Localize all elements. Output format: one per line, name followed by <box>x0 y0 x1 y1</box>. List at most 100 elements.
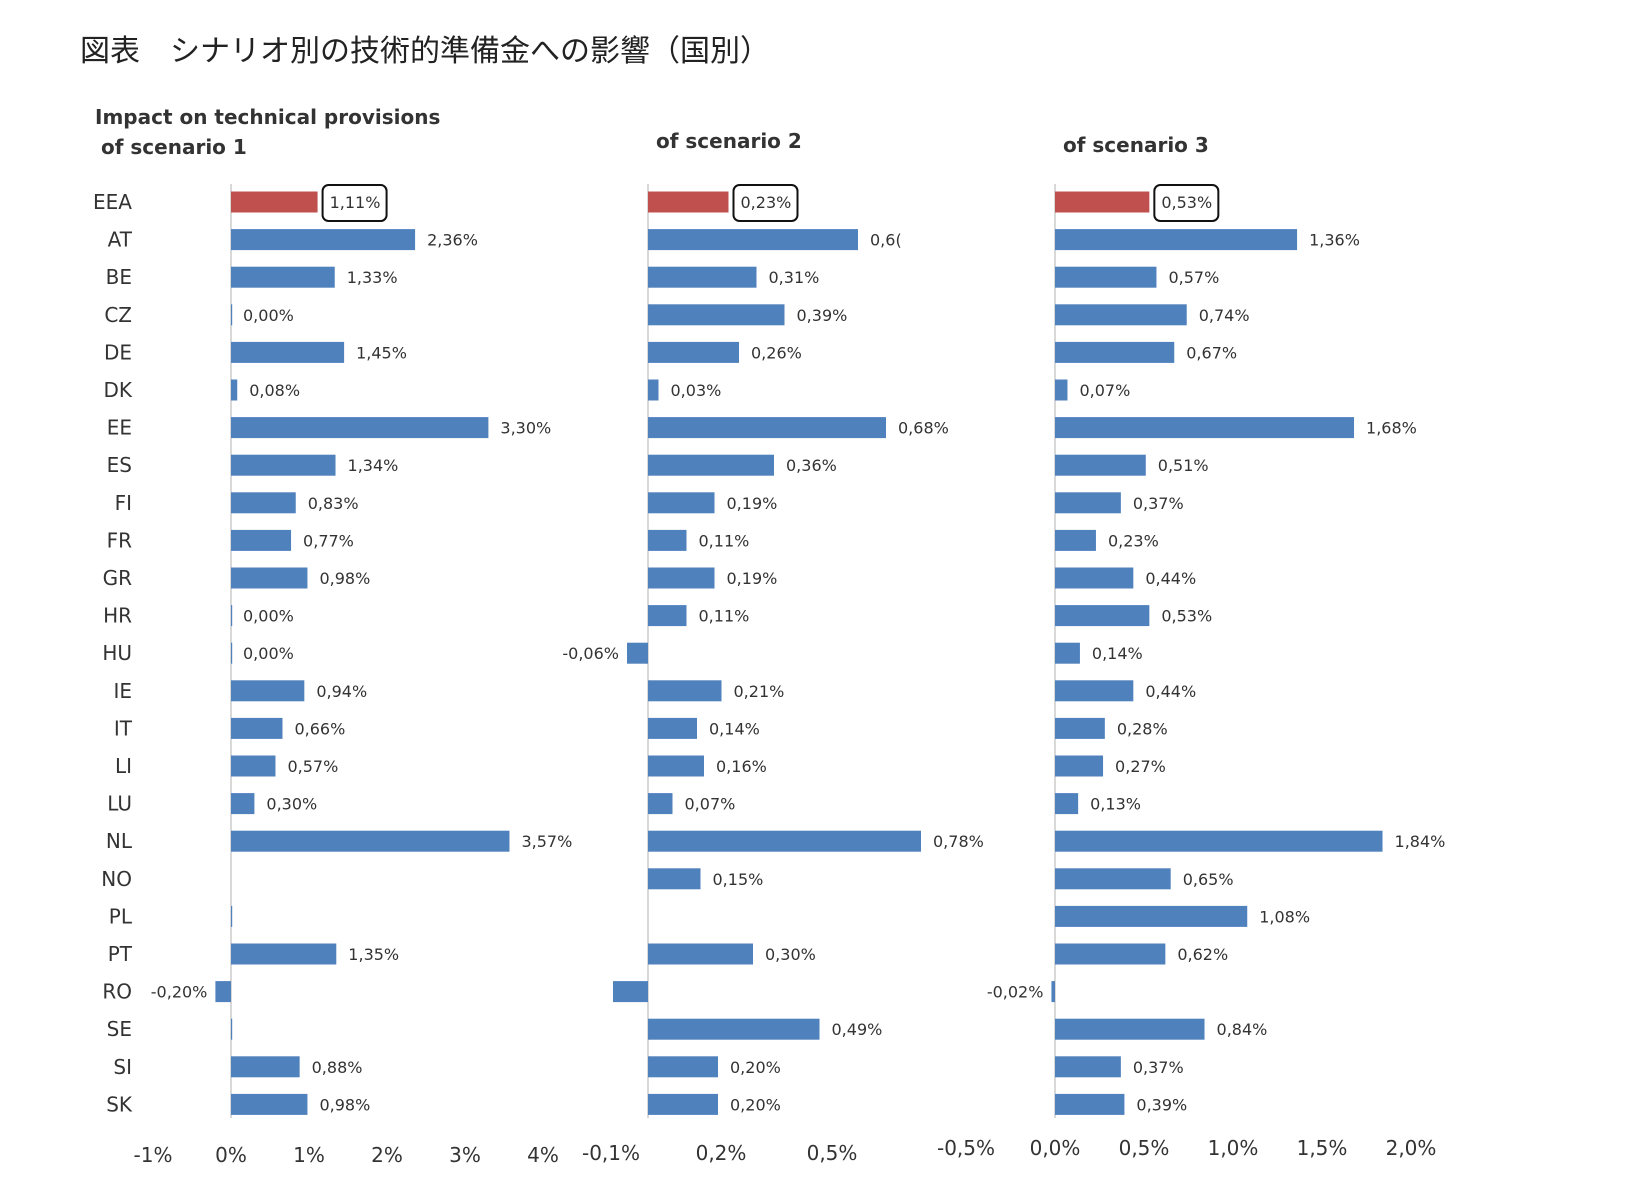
chart-2-value-label: 0,03% <box>671 381 722 400</box>
chart-1-bar <box>231 492 296 514</box>
chart-2-bar <box>648 1018 820 1040</box>
chart-1-bar <box>231 717 283 739</box>
chart-3-bar <box>1055 755 1104 777</box>
chart-1-category-label: PT <box>108 942 133 966</box>
chart-1-title: Impact on technical provisions of scenar… <box>95 102 440 162</box>
chart-2-bar <box>648 567 715 589</box>
chart-1-x-tick-label: 2% <box>371 1143 403 1167</box>
chart-1-category-label: PL <box>109 904 133 928</box>
chart-2-bar <box>627 642 648 664</box>
chart-3-x-tick-label: 1,0% <box>1208 1136 1259 1160</box>
chart-2-bar <box>648 680 722 702</box>
chart-3-bar <box>1055 567 1134 589</box>
chart-2-highlight-box <box>732 184 799 222</box>
chart-3-value-label: 0,28% <box>1117 719 1168 738</box>
chart-1-category-label: HU <box>102 641 132 665</box>
chart-1-bar <box>231 755 276 777</box>
chart-3-value-label: 1,68% <box>1366 419 1417 438</box>
page-title: 図表 シナリオ別の技術的準備金への影響（国別） <box>80 34 770 69</box>
chart-1-x-tick-label: 3% <box>449 1143 481 1167</box>
chart-2-bar <box>648 229 858 251</box>
chart-2-bar <box>648 379 659 401</box>
chart-1-value-label: 0,00% <box>243 644 294 663</box>
chart-3-value-label: 0,84% <box>1217 1020 1268 1039</box>
chart-1-bar <box>231 905 233 927</box>
chart-1-bar <box>231 1056 300 1078</box>
chart-1-value-label: 1,35% <box>348 945 399 964</box>
chart-1-x-tick-label: 4% <box>527 1143 559 1167</box>
chart-1-bar <box>231 454 336 476</box>
chart-2-value-label: 0,19% <box>727 494 778 513</box>
chart-3-bar <box>1051 981 1055 1003</box>
chart-3-value-label: 0,14% <box>1092 644 1143 663</box>
chart-3-value-label: 0,44% <box>1145 569 1196 588</box>
chart-1-value-label: 1,11% <box>330 193 381 212</box>
chart-2-bar <box>648 830 921 852</box>
chart-3-bar <box>1055 379 1068 401</box>
chart-1-bar <box>231 642 233 664</box>
chart-2-value-label: 0,49% <box>832 1020 883 1039</box>
chart-2-value-label: 0,78% <box>933 832 984 851</box>
chart-1-bar <box>231 191 318 213</box>
chart-2-value-label: 0,11% <box>699 531 750 550</box>
chart-3-value-label: 0,27% <box>1115 757 1166 776</box>
chart-2-bar <box>648 1056 718 1078</box>
chart-3-bar <box>1055 793 1079 815</box>
chart-1-value-label: 1,33% <box>347 268 398 287</box>
chart-2-value-label: 0,19% <box>727 569 778 588</box>
chart-3-bar <box>1055 341 1175 363</box>
chart-2-value-label: 0,21% <box>734 682 785 701</box>
chart-2-bar <box>648 266 757 288</box>
chart-2-value-label: 0,11% <box>699 607 750 626</box>
chart-3-bar <box>1055 304 1187 326</box>
chart-1-category-label: BE <box>106 265 132 289</box>
chart-1-category-label: SK <box>106 1092 133 1116</box>
chart-1-value-label: 1,45% <box>356 343 407 362</box>
chart-3-value-label: 0,37% <box>1133 1058 1184 1077</box>
chart-1-category-label: EE <box>107 416 132 440</box>
chart-1-x-tick-label: -1% <box>134 1143 173 1167</box>
chart-1-category-label: IT <box>114 716 133 740</box>
chart-2-bar <box>648 717 697 739</box>
chart-3-value-label: 1,84% <box>1395 832 1446 851</box>
chart-1-value-label: 0,98% <box>319 569 370 588</box>
chart-1-title-line-1: Impact on technical provisions <box>95 105 441 129</box>
chart-1-category-label: AT <box>108 228 133 252</box>
chart-1-category-label: DE <box>104 340 132 364</box>
chart-3-bar <box>1055 830 1383 852</box>
chart-3-bar <box>1055 642 1080 664</box>
chart-1-value-label: 3,57% <box>521 832 572 851</box>
chart-1-bar <box>231 943 337 965</box>
chart-2-bar <box>648 304 785 326</box>
chart-3-x-tick-label: 0,0% <box>1030 1136 1081 1160</box>
chart-1-category-label: LI <box>115 754 132 778</box>
chart-2-title: of scenario 2 <box>656 126 802 156</box>
chart-3-value-label: 0,74% <box>1199 306 1250 325</box>
chart-3-value-label: 0,39% <box>1136 1095 1187 1114</box>
chart-2-value-label: 0,23% <box>741 193 792 212</box>
chart-3-bar <box>1055 1018 1205 1040</box>
chart-1-title-line-2: of scenario 1 <box>101 135 247 159</box>
chart-2-title-line-1: of scenario 2 <box>656 129 802 153</box>
chart-3-x-tick-label: 0,5% <box>1119 1136 1170 1160</box>
chart-2-x-tick-label: -0,1% <box>582 1141 640 1165</box>
chart-1-bar <box>231 605 233 627</box>
chart-3-x-tick-label: -0,5% <box>937 1136 995 1160</box>
chart-1-bar <box>231 341 345 363</box>
chart-1-bar <box>231 680 305 702</box>
chart-2-bar <box>648 793 673 815</box>
chart-3-value-label: 0,07% <box>1079 381 1130 400</box>
chart-1-bar <box>231 793 255 815</box>
chart-2-value-label: 0,6( <box>870 231 902 250</box>
chart-2-value-label: 0,39% <box>797 306 848 325</box>
chart-1-value-label: 0,88% <box>312 1058 363 1077</box>
chart-2-value-label: 0,07% <box>685 795 736 814</box>
chart-1-value-label: 1,34% <box>348 456 399 475</box>
chart-1-value-label: 0,66% <box>294 719 345 738</box>
chart-1-bar <box>231 830 510 852</box>
chart-1-value-label: 0,94% <box>316 682 367 701</box>
chart-1-category-label: CZ <box>104 303 132 327</box>
chart-1-value-label: 0,98% <box>319 1095 370 1114</box>
chart-2-value-label: 0,68% <box>898 419 949 438</box>
chart-1-category-label: ES <box>107 453 132 477</box>
